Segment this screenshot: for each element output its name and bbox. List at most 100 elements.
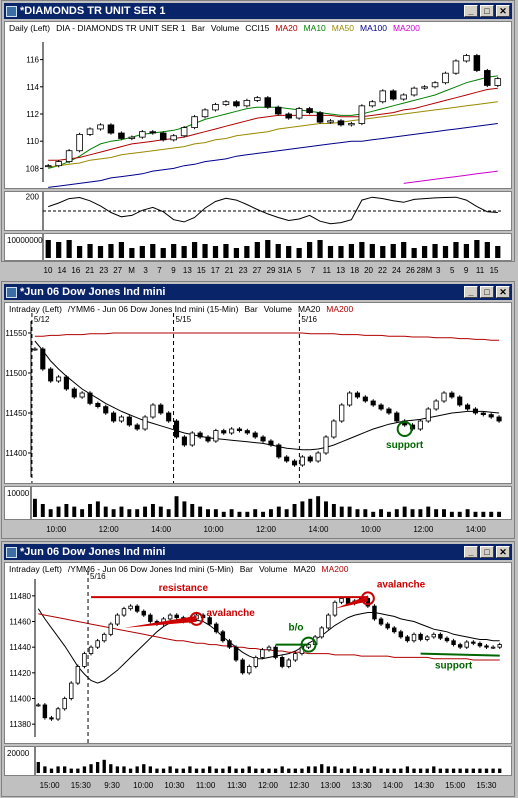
y-tick-label: 114 bbox=[26, 83, 39, 92]
volume-bar bbox=[442, 509, 446, 517]
maximize-icon[interactable]: □ bbox=[480, 286, 494, 298]
candle-bar bbox=[405, 636, 410, 642]
close-icon[interactable]: ✕ bbox=[496, 286, 510, 298]
candle-bar bbox=[149, 131, 157, 134]
volume-bar bbox=[198, 506, 203, 517]
volume-bar bbox=[129, 248, 135, 258]
breakout-label: b/o bbox=[289, 623, 304, 634]
candle-bar bbox=[240, 659, 245, 674]
candle-bar bbox=[394, 412, 400, 422]
x-tick-label: 13 bbox=[183, 266, 192, 275]
volume-bar bbox=[237, 511, 242, 517]
volume-bar bbox=[95, 762, 100, 773]
maximize-icon[interactable]: □ bbox=[480, 546, 494, 558]
candle-bar bbox=[370, 400, 376, 406]
volume-bar bbox=[76, 768, 80, 773]
minimize-icon[interactable]: _ bbox=[464, 5, 478, 17]
price-panel[interactable]: Intraday (Left) /YMM6 - Jun 06 Dow Jones … bbox=[4, 562, 512, 744]
volume-bar bbox=[182, 501, 187, 517]
x-tick-label: 12:30 bbox=[289, 781, 310, 790]
legend-item: MA20 bbox=[298, 304, 321, 314]
volume-bar bbox=[306, 242, 313, 258]
candle-bar bbox=[379, 90, 387, 103]
close-icon[interactable]: ✕ bbox=[496, 5, 510, 17]
x-tick-label: 15:30 bbox=[71, 781, 92, 790]
volume-chart: 10000000 bbox=[7, 234, 501, 260]
volume-bar bbox=[333, 766, 337, 773]
volume-bar bbox=[471, 768, 475, 773]
volume-panel[interactable]: 10000 bbox=[4, 486, 512, 520]
volume-bar bbox=[97, 246, 104, 258]
x-tick-label: 16 bbox=[71, 266, 80, 275]
volume-tick-label: 20000 bbox=[7, 749, 30, 758]
x-tick-label: 23 bbox=[239, 266, 248, 275]
volume-bar bbox=[308, 498, 313, 517]
candle-bar bbox=[424, 636, 430, 640]
legend-item: Volume bbox=[263, 304, 293, 314]
candle-bar bbox=[286, 659, 291, 667]
x-tick-label: 3 bbox=[143, 266, 148, 275]
maximize-icon[interactable]: □ bbox=[480, 5, 494, 17]
volume-bar bbox=[213, 509, 218, 517]
candle-bar bbox=[339, 598, 344, 603]
window-titlebar[interactable]: *Jun 06 Dow Jones Ind mini _ □ ✕ bbox=[4, 284, 512, 300]
chart-window-ym-5min[interactable]: *Jun 06 Dow Jones Ind mini _ □ ✕ Intrada… bbox=[1, 541, 515, 797]
close-icon[interactable]: ✕ bbox=[496, 546, 510, 558]
candle-bar bbox=[36, 704, 41, 707]
volume-bar bbox=[247, 766, 251, 773]
volume-bar bbox=[421, 246, 428, 258]
minimize-icon[interactable]: _ bbox=[464, 286, 478, 298]
volume-bar bbox=[66, 240, 72, 258]
window-title: *Jun 06 Dow Jones Ind mini bbox=[20, 286, 166, 298]
volume-bar bbox=[418, 768, 423, 773]
volume-bar bbox=[49, 768, 54, 773]
volume-bar bbox=[386, 768, 390, 773]
x-tick-label: 15:00 bbox=[40, 781, 61, 790]
volume-bar bbox=[348, 244, 355, 258]
chart-window-ym-15min[interactable]: *Jun 06 Dow Jones Ind mini _ □ ✕ Intrada… bbox=[1, 281, 515, 539]
volume-bar bbox=[89, 764, 93, 773]
x-tick-label: 7 bbox=[311, 266, 316, 275]
candle-bar bbox=[62, 698, 67, 710]
price-panel[interactable]: Daily (Left) DIA - DIAMONDS TR UNIT SER 1… bbox=[4, 21, 512, 189]
candle-bar bbox=[55, 708, 61, 720]
volume-bar bbox=[411, 248, 417, 258]
volume-bar bbox=[142, 764, 146, 773]
candle-bar bbox=[306, 644, 311, 648]
candle-bar bbox=[247, 666, 252, 674]
volume-panel[interactable]: 20000 bbox=[4, 746, 512, 776]
x-tick-label: 15:30 bbox=[476, 781, 497, 790]
volume-chart: 20000 bbox=[7, 747, 502, 775]
volume-bar bbox=[353, 766, 357, 773]
x-tick-label: 11:00 bbox=[196, 781, 216, 790]
volume-bar bbox=[265, 240, 271, 258]
volume-bar bbox=[359, 768, 363, 773]
window-titlebar[interactable]: *DIAMONDS TR UNIT SER 1 _ □ ✕ bbox=[4, 3, 512, 19]
volume-bar bbox=[338, 246, 344, 258]
legend-item: MA200 bbox=[326, 304, 354, 314]
candle-bar bbox=[362, 396, 368, 402]
volume-bar bbox=[434, 509, 439, 517]
volume-bar bbox=[317, 240, 323, 258]
volume-bar bbox=[498, 768, 502, 773]
volume-bar bbox=[108, 244, 114, 258]
candle-bar bbox=[421, 86, 428, 89]
price-panel[interactable]: Intraday (Left) /YMM6 - Jun 06 Dow Jones … bbox=[4, 302, 512, 484]
candle-bar bbox=[55, 376, 62, 382]
legend-item: MA200 bbox=[321, 564, 349, 574]
x-tick-label: 10:00 bbox=[46, 525, 67, 534]
volume-bar bbox=[473, 511, 478, 517]
window-titlebar[interactable]: *Jun 06 Dow Jones Ind mini _ □ ✕ bbox=[4, 544, 512, 560]
session-label: 5/16 bbox=[90, 572, 106, 581]
cci-panel[interactable]: 200 bbox=[4, 191, 512, 231]
x-tick-label: 20 bbox=[364, 266, 373, 275]
support-label: support bbox=[435, 661, 473, 672]
chart-window-diamonds[interactable]: *DIAMONDS TR UNIT SER 1 _ □ ✕ Daily (Lef… bbox=[1, 0, 515, 262]
volume-bar bbox=[402, 506, 407, 517]
candle-bar bbox=[48, 368, 54, 382]
candle-bar bbox=[285, 113, 292, 119]
minimize-icon[interactable]: _ bbox=[464, 546, 478, 558]
candle-bar bbox=[484, 645, 489, 648]
volume-panel[interactable]: 10000000 bbox=[4, 233, 512, 261]
volume-bar bbox=[359, 242, 365, 258]
